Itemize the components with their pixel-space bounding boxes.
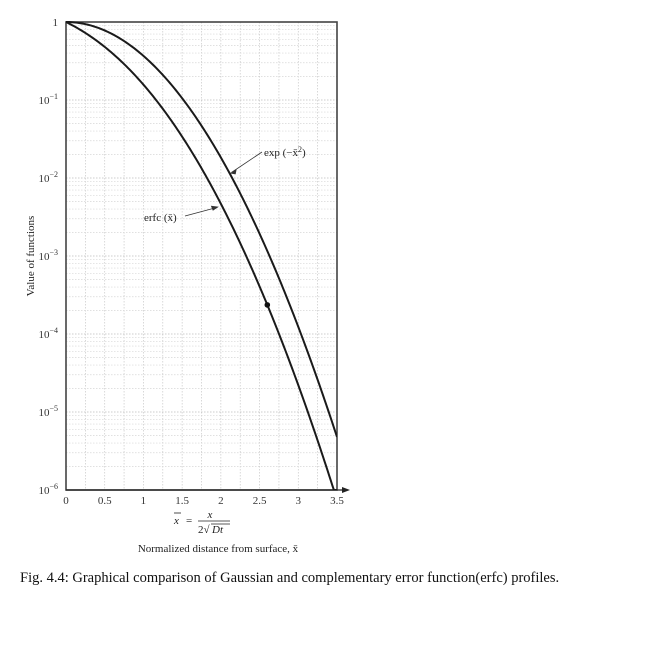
x-axis-arrowhead-icon [342, 487, 350, 493]
curves [66, 21, 337, 490]
annotations: exp (−x̄2) erfc (x̄) [144, 145, 306, 224]
x-tick-label: 2 [218, 495, 224, 507]
x-tick-label: 1 [141, 495, 147, 507]
erfc-label: erfc (x̄) [144, 212, 177, 224]
x-tick-label: 2.5 [253, 495, 267, 507]
y-axis-ticks: 1 10−1 10−2 10−3 10−4 10−5 10−6 [38, 17, 58, 497]
y-tick-label: 10−4 [38, 326, 58, 341]
svg-text:2√: 2√ [198, 524, 211, 536]
exp-label: exp (−x̄2) [264, 145, 306, 159]
y-tick-label: 1 [53, 17, 59, 29]
y-tick-label: 10−2 [38, 170, 58, 185]
arrow-icon [210, 205, 219, 211]
exp-curve [66, 21, 337, 438]
x-tick-label: 0 [63, 495, 69, 507]
x-tick-label: 1.5 [175, 495, 189, 507]
y-tick-label: 10−3 [38, 248, 58, 263]
x-tick-label: 0.5 [98, 495, 112, 507]
erfc-curve [66, 21, 337, 490]
y-tick-label: 10−6 [38, 482, 58, 497]
x-axis-label: Normalized distance from surface, x̄ [138, 543, 299, 555]
grid-lines [65, 22, 338, 491]
y-tick-label: 10−5 [38, 404, 58, 419]
y-axis-label: Value of functions [25, 216, 37, 297]
y-tick-label: 10−1 [38, 92, 58, 107]
svg-text:x: x [173, 515, 179, 527]
arrow-icon [229, 169, 237, 175]
marker-dot [264, 302, 271, 308]
figure-caption: Fig. 4.4: Graphical comparison of Gaussi… [20, 570, 560, 586]
x-axis-ticks: 0 0.5 1 1.5 2 2.5 3 3.5 [63, 495, 344, 507]
svg-text:x: x [207, 509, 213, 521]
svg-text:Dt: Dt [211, 524, 224, 536]
x-tick-label: 3 [296, 495, 302, 507]
x-definition-formula: x = x 2√ Dt [173, 509, 230, 536]
svg-text:=: = [186, 515, 192, 527]
x-tick-label: 3.5 [330, 495, 344, 507]
